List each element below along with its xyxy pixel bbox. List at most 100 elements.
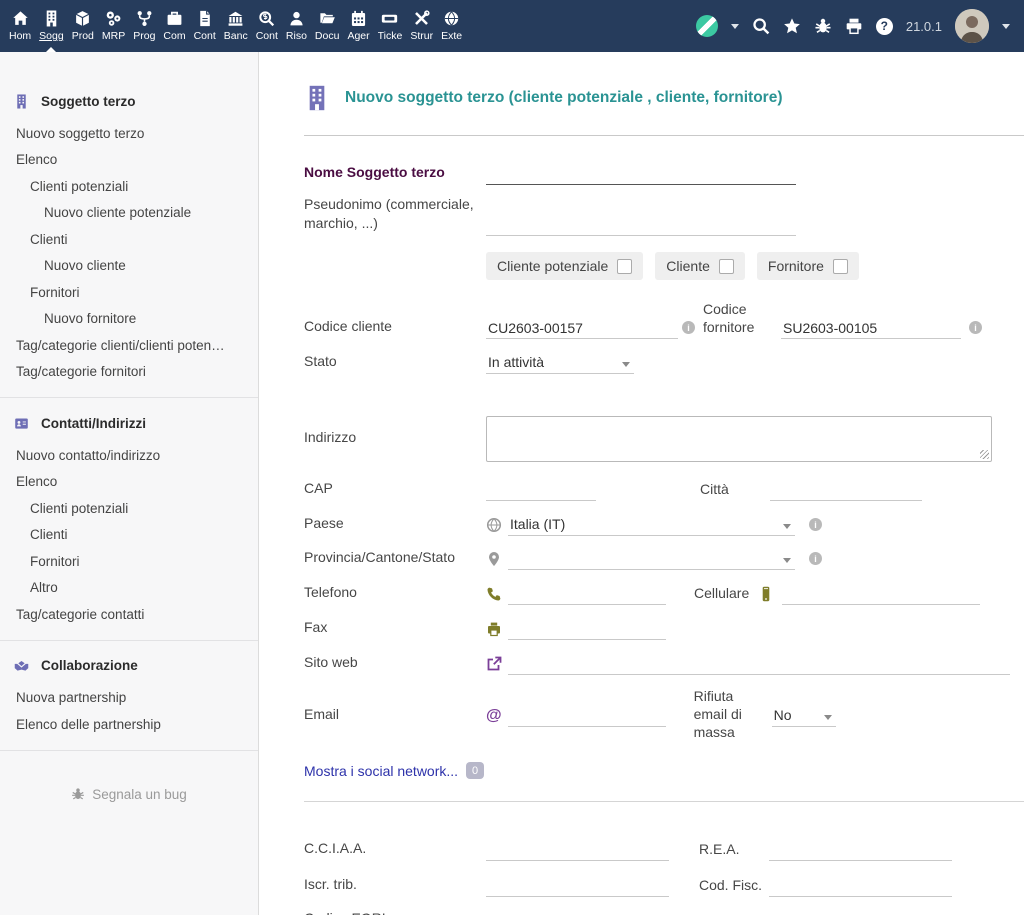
search-dollar-icon [258, 10, 275, 27]
sidebar-item[interactable]: Nuovo soggetto terzo [0, 120, 258, 147]
menu-item-projects[interactable]: Prog [129, 0, 159, 52]
menu-item-tools[interactable]: Strur [406, 0, 437, 52]
menu-item-contracts[interactable]: Cont [190, 0, 220, 52]
sidebar-item[interactable]: Clienti [0, 522, 258, 549]
sidebar-item[interactable]: Nuovo fornitore [0, 306, 258, 333]
chevron-down-icon[interactable] [731, 24, 739, 29]
rea-input[interactable] [769, 838, 952, 861]
website-input[interactable] [508, 652, 1010, 675]
show-social-networks-link[interactable]: Mostra i social network... [304, 763, 458, 779]
checkbox[interactable] [719, 259, 734, 274]
quick-add-button[interactable] [696, 15, 718, 37]
checkbox[interactable] [617, 259, 632, 274]
menu-item-hr[interactable]: Riso [282, 0, 311, 52]
divider [304, 801, 1024, 802]
phone-input[interactable] [508, 582, 666, 605]
menu-item-mrp[interactable]: MRP [98, 0, 129, 52]
status-select[interactable]: In attività [486, 351, 634, 374]
sidebar-item[interactable]: Nuova partnership [0, 685, 258, 712]
cciaa-input[interactable] [486, 838, 669, 861]
sidebar-item[interactable]: Nuovo contatto/indirizzo [0, 442, 258, 469]
sidebar-item[interactable]: Elenco delle partnership [0, 711, 258, 738]
state-select[interactable] [508, 547, 795, 570]
contact-card-icon [14, 416, 29, 431]
sidebar-section-header[interactable]: Collaborazione [0, 655, 258, 677]
user-avatar[interactable] [955, 9, 989, 43]
type-chip-cliente-potenziale[interactable]: Cliente potenziale [486, 252, 643, 280]
menu-item-thirdparties[interactable]: Sogg [35, 0, 68, 52]
town-input[interactable] [770, 478, 922, 501]
fax-label: Fax [304, 618, 486, 640]
form-row-iscr-codfisc: Iscr. trib. Cod. Fisc. [304, 874, 1024, 897]
sidebar-item[interactable]: Tag/categorie contatti [0, 601, 258, 628]
bookmark-star-icon[interactable] [783, 17, 801, 35]
refuse-bulk-email-select[interactable]: No [772, 704, 836, 727]
menu-item-label: Com [163, 30, 185, 42]
form-row-codes: Codice cliente CU2603-00157 Codice forni… [304, 300, 1024, 339]
status-label: Stato [304, 352, 486, 374]
menu-item-label: Exte [441, 30, 462, 42]
search-icon[interactable] [752, 17, 770, 35]
form-row-state: Provincia/Cantone/Stato [304, 547, 1024, 570]
name-input[interactable] [486, 162, 796, 185]
external-link-icon [486, 656, 502, 672]
menu-item-external[interactable]: Exte [437, 0, 466, 52]
fax-input[interactable] [508, 617, 666, 640]
info-icon[interactable] [969, 321, 982, 334]
sidebar-item[interactable]: Fornitori [0, 548, 258, 575]
menu-item-tickets[interactable]: Ticke [374, 0, 407, 52]
sidebar-item[interactable]: Tag/categorie clienti/clienti poten… [0, 332, 258, 359]
zip-label: CAP [304, 479, 486, 501]
sidebar-item[interactable]: Fornitori [0, 279, 258, 306]
type-chip-fornitore[interactable]: Fornitore [757, 252, 859, 280]
sidebar-item[interactable]: Elenco [0, 147, 258, 174]
report-bug-link[interactable]: Segnala un bug [0, 787, 258, 802]
checkbox[interactable] [833, 259, 848, 274]
codfisc-input[interactable] [769, 874, 952, 897]
menu-item-bank[interactable]: Banc [220, 0, 252, 52]
address-textarea[interactable] [486, 416, 992, 462]
info-icon[interactable] [809, 518, 822, 531]
printer-icon[interactable] [845, 17, 863, 35]
sidebar-item[interactable]: Elenco [0, 469, 258, 496]
sidebar-item[interactable]: Altro [0, 575, 258, 602]
sidebar-item[interactable]: Nuovo cliente [0, 253, 258, 280]
zip-input[interactable] [486, 478, 596, 501]
supplier-code-input[interactable]: SU2603-00105 [781, 316, 961, 339]
user-icon [288, 10, 305, 27]
help-icon[interactable] [876, 18, 893, 35]
menu-item-label: Hom [9, 30, 31, 42]
email-label: Email [304, 705, 486, 727]
report-bug-label: Segnala un bug [92, 787, 187, 802]
menu-item-accounting[interactable]: Cont [252, 0, 282, 52]
alias-input[interactable] [486, 213, 796, 236]
bug-icon[interactable] [814, 17, 832, 35]
menu-item-products[interactable]: Prod [68, 0, 98, 52]
info-icon[interactable] [682, 321, 695, 334]
menu-item-documents[interactable]: Docu [311, 0, 344, 52]
customer-code-input[interactable]: CU2603-00157 [486, 316, 678, 339]
cube-icon [74, 10, 91, 27]
menu-item-home[interactable]: Hom [5, 0, 35, 52]
sidebar-section-header[interactable]: Soggetto terzo [0, 90, 258, 112]
name-label: Nome Soggetto terzo [304, 163, 486, 185]
sidebar-item[interactable]: Clienti [0, 226, 258, 253]
type-checkbox-group: Cliente potenziale Cliente Fornitore [486, 252, 1024, 280]
form-row-email: Email @ Rifiuta email di massa No [304, 687, 1024, 744]
sidebar-item[interactable]: Nuovo cliente potenziale [0, 200, 258, 227]
sidebar-item[interactable]: Tag/categorie fornitori [0, 359, 258, 386]
caret-down-icon [783, 558, 791, 563]
sidebar-item[interactable]: Clienti potenziali [0, 495, 258, 522]
type-chip-cliente[interactable]: Cliente [655, 252, 745, 280]
mobile-input[interactable] [782, 582, 980, 605]
menu-item-agenda[interactable]: Ager [343, 0, 373, 52]
menu-item-commerce[interactable]: Com [159, 0, 189, 52]
checkbox-label: Cliente [666, 258, 710, 274]
sidebar-section-header[interactable]: Contatti/Indirizzi [0, 412, 258, 434]
iscr-input[interactable] [486, 874, 669, 897]
country-select[interactable]: Italia (IT) [508, 513, 795, 536]
info-icon[interactable] [809, 552, 822, 565]
sidebar-item[interactable]: Clienti potenziali [0, 173, 258, 200]
chevron-down-icon[interactable] [1002, 24, 1010, 29]
email-input[interactable] [508, 704, 666, 727]
